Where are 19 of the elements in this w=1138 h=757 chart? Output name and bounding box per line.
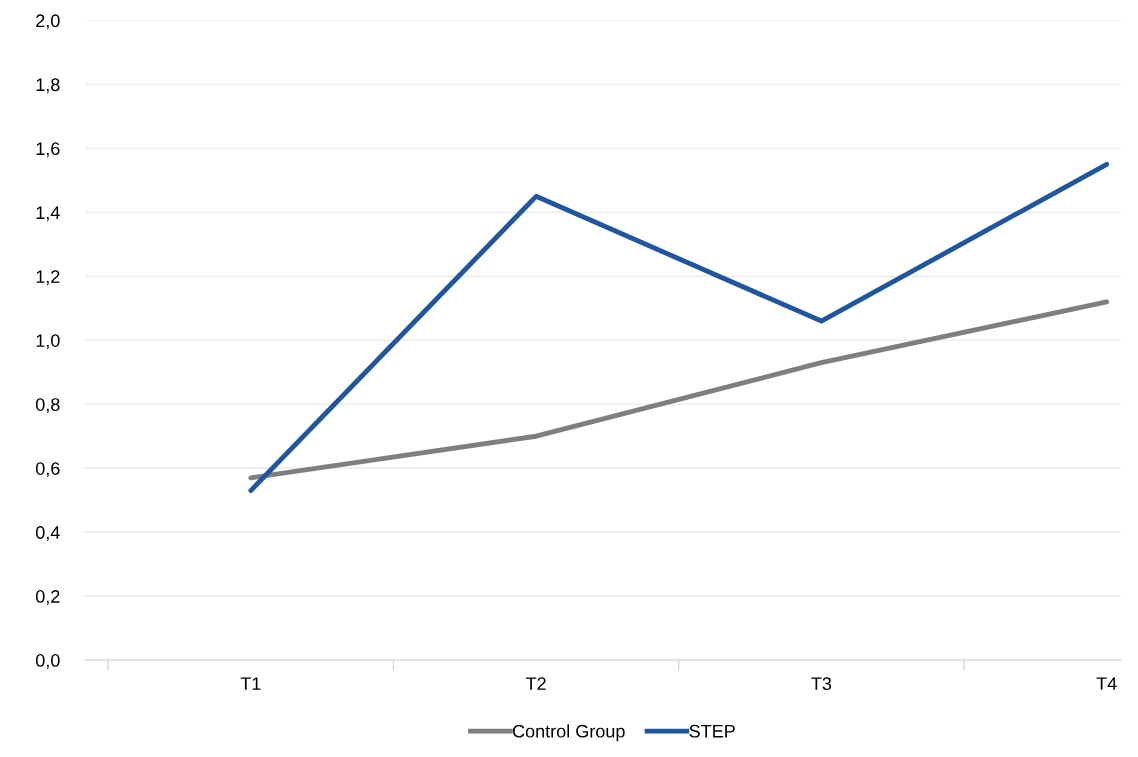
x-tick-label: T1 bbox=[240, 677, 261, 690]
legend-label: Control Group bbox=[512, 724, 625, 742]
y-tick-label: 0,4 bbox=[35, 526, 60, 542]
legend-label: STEP bbox=[689, 724, 735, 738]
x-tick-label: T3 bbox=[811, 677, 832, 691]
y-tick-label: 0,0 bbox=[35, 654, 60, 669]
line-series bbox=[248, 299, 1110, 481]
y-tick-label: 1,2 bbox=[36, 270, 60, 286]
y-tick-label: 1,0 bbox=[36, 334, 60, 350]
x-tick-label: T4 bbox=[1096, 677, 1117, 690]
y-tick-label: 1,6 bbox=[36, 142, 60, 158]
y-tick-label: 0,2 bbox=[35, 590, 60, 605]
y-tick-label: 1,4 bbox=[36, 206, 60, 222]
y-tick-label: 2,0 bbox=[36, 14, 60, 30]
y-tick-label: 0,8 bbox=[35, 398, 60, 414]
x-tick-label: T2 bbox=[525, 677, 546, 690]
y-tick-label: 1,8 bbox=[36, 78, 60, 94]
y-tick-label: 0,6 bbox=[35, 462, 60, 478]
line-series bbox=[248, 161, 1110, 494]
